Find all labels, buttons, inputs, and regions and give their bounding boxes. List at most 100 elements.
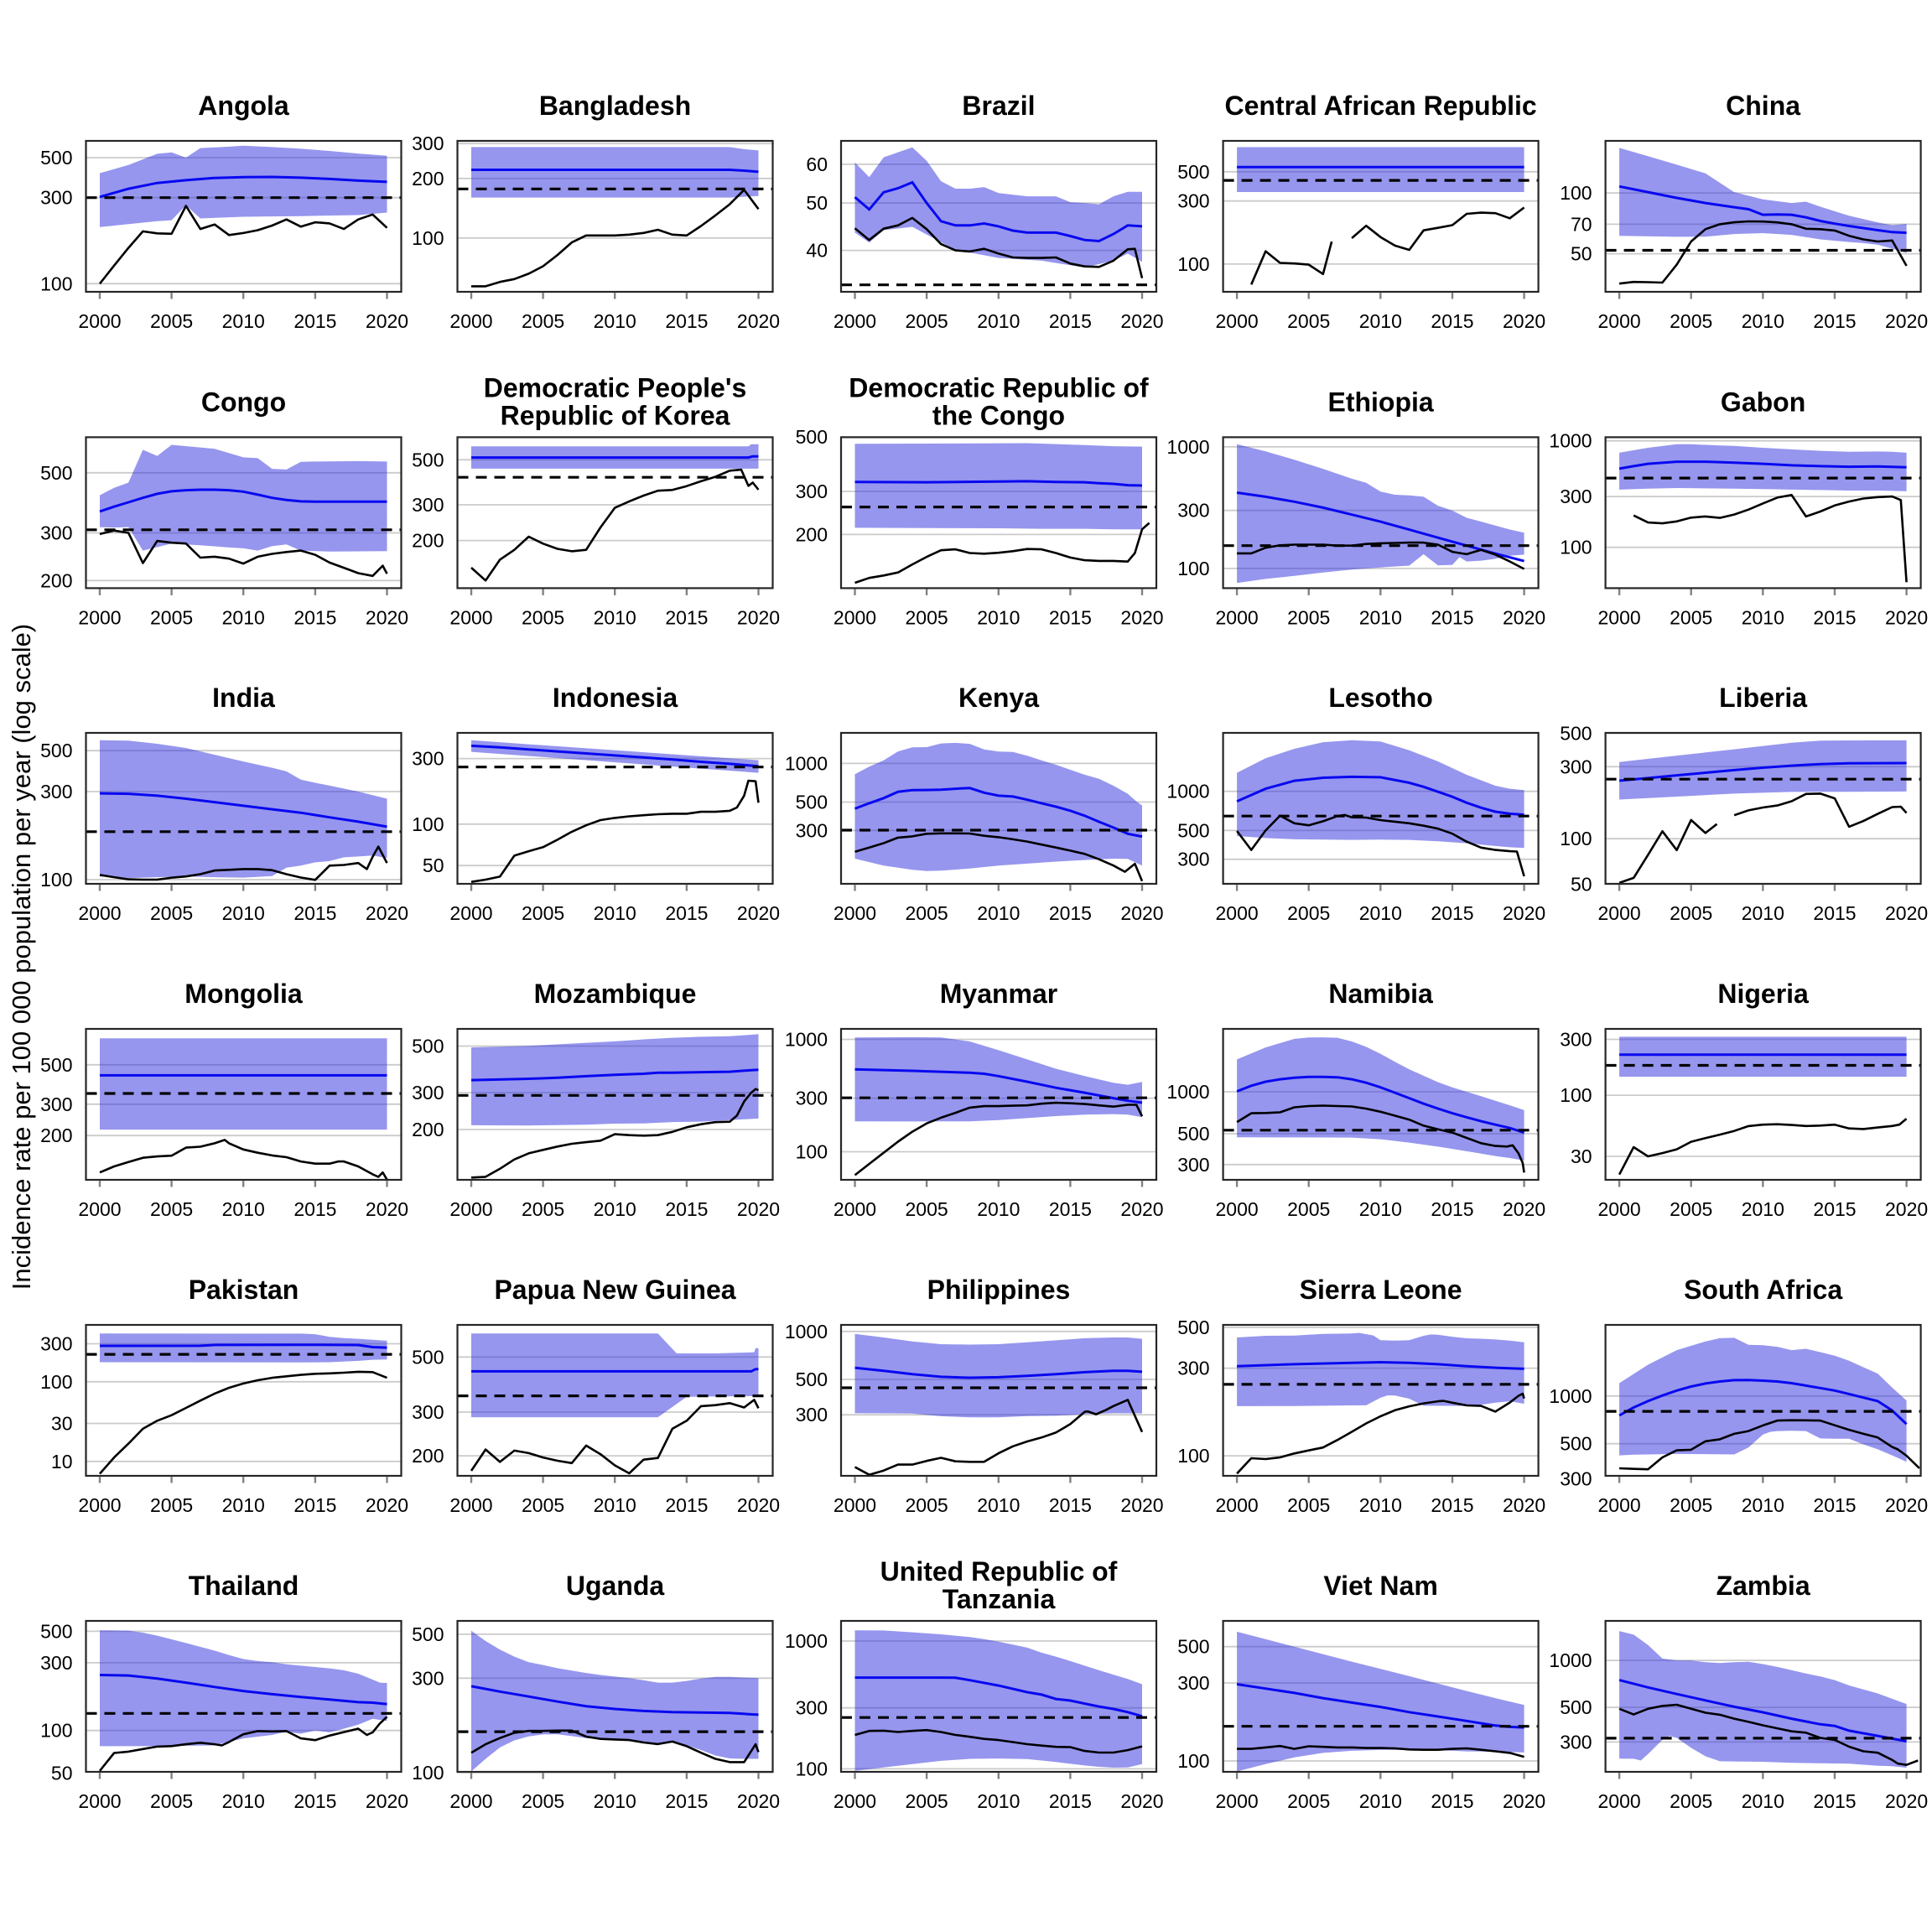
svg-text:2000: 2000 — [449, 606, 492, 628]
svg-text:300: 300 — [1560, 1731, 1592, 1753]
svg-text:2000: 2000 — [1598, 606, 1641, 628]
svg-text:1000: 1000 — [1166, 436, 1209, 458]
svg-text:500: 500 — [412, 449, 444, 470]
svg-text:Thailand: Thailand — [189, 1571, 299, 1601]
svg-text:300: 300 — [40, 1333, 72, 1355]
svg-text:2015: 2015 — [1049, 1198, 1092, 1220]
svg-text:100: 100 — [1177, 558, 1209, 579]
svg-text:2020: 2020 — [366, 1790, 408, 1812]
svg-text:2020: 2020 — [1503, 1494, 1545, 1516]
svg-text:2000: 2000 — [78, 1790, 121, 1812]
svg-text:1000: 1000 — [1166, 1081, 1209, 1103]
svg-text:2015: 2015 — [293, 1494, 336, 1516]
svg-text:2010: 2010 — [1742, 1198, 1784, 1220]
svg-text:300: 300 — [412, 1667, 444, 1689]
svg-text:Republic of Korea: Republic of Korea — [501, 400, 730, 430]
svg-text:Ethiopia: Ethiopia — [1327, 387, 1433, 417]
svg-text:2015: 2015 — [1049, 606, 1092, 628]
svg-text:2000: 2000 — [449, 310, 492, 332]
svg-text:2015: 2015 — [1813, 606, 1856, 628]
svg-text:2005: 2005 — [1670, 310, 1712, 332]
svg-text:300: 300 — [1560, 1468, 1592, 1490]
svg-text:200: 200 — [412, 530, 444, 552]
svg-text:100: 100 — [1177, 253, 1209, 275]
svg-text:1000: 1000 — [785, 752, 828, 774]
svg-text:300: 300 — [1177, 1358, 1209, 1379]
svg-text:2005: 2005 — [522, 902, 564, 924]
svg-text:2015: 2015 — [1049, 310, 1092, 332]
svg-text:30: 30 — [1571, 1145, 1592, 1167]
svg-text:2015: 2015 — [293, 1790, 336, 1812]
svg-text:300: 300 — [796, 1088, 828, 1109]
svg-text:300: 300 — [1177, 1154, 1209, 1176]
svg-text:2000: 2000 — [1598, 1494, 1641, 1516]
svg-text:60: 60 — [806, 153, 828, 175]
svg-text:2010: 2010 — [1359, 310, 1402, 332]
svg-text:2015: 2015 — [1431, 606, 1473, 628]
svg-text:Central African Republic: Central African Republic — [1224, 91, 1536, 121]
svg-text:50: 50 — [423, 854, 444, 876]
svg-text:2010: 2010 — [594, 310, 636, 332]
svg-text:2010: 2010 — [1359, 902, 1402, 924]
svg-text:India: India — [212, 683, 275, 713]
svg-text:100: 100 — [40, 1371, 72, 1393]
svg-text:2010: 2010 — [222, 606, 265, 628]
svg-text:500: 500 — [1177, 819, 1209, 841]
svg-text:2005: 2005 — [1670, 902, 1712, 924]
svg-text:100: 100 — [1560, 182, 1592, 204]
svg-text:2000: 2000 — [78, 902, 121, 924]
svg-text:2005: 2005 — [150, 1198, 193, 1220]
svg-text:2005: 2005 — [906, 310, 948, 332]
svg-text:2015: 2015 — [1431, 310, 1473, 332]
svg-text:Mozambique: Mozambique — [534, 979, 697, 1009]
svg-text:500: 500 — [40, 1620, 72, 1642]
svg-text:2010: 2010 — [594, 1494, 636, 1516]
svg-text:2010: 2010 — [1359, 1198, 1402, 1220]
svg-text:2000: 2000 — [1598, 310, 1641, 332]
svg-text:300: 300 — [1177, 190, 1209, 212]
svg-text:Uganda: Uganda — [566, 1571, 665, 1601]
svg-text:300: 300 — [796, 1404, 828, 1426]
svg-text:2005: 2005 — [150, 902, 193, 924]
svg-text:500: 500 — [412, 1036, 444, 1057]
svg-text:300: 300 — [796, 1697, 828, 1719]
svg-text:500: 500 — [1560, 1433, 1592, 1455]
svg-text:2005: 2005 — [1287, 902, 1330, 924]
svg-text:2000: 2000 — [834, 1494, 876, 1516]
svg-text:300: 300 — [1560, 1029, 1592, 1051]
svg-text:300: 300 — [1560, 486, 1592, 507]
svg-text:2005: 2005 — [522, 1198, 564, 1220]
svg-text:100: 100 — [796, 1141, 828, 1163]
svg-text:2015: 2015 — [1431, 902, 1473, 924]
svg-text:Tanzania: Tanzania — [943, 1584, 1056, 1614]
svg-text:2005: 2005 — [1287, 606, 1330, 628]
svg-text:2000: 2000 — [1216, 902, 1259, 924]
svg-text:2020: 2020 — [366, 606, 408, 628]
svg-text:2020: 2020 — [1885, 1494, 1928, 1516]
svg-text:2020: 2020 — [737, 310, 780, 332]
svg-text:500: 500 — [412, 1623, 444, 1645]
svg-text:Zambia: Zambia — [1716, 1571, 1810, 1601]
svg-text:2020: 2020 — [366, 1198, 408, 1220]
svg-text:300: 300 — [412, 748, 444, 770]
svg-text:2000: 2000 — [1598, 1198, 1641, 1220]
svg-text:2000: 2000 — [1216, 1790, 1259, 1812]
svg-text:70: 70 — [1571, 213, 1592, 235]
svg-text:300: 300 — [412, 1082, 444, 1104]
svg-text:2020: 2020 — [1120, 606, 1163, 628]
svg-text:300: 300 — [1177, 849, 1209, 870]
svg-text:2010: 2010 — [594, 1198, 636, 1220]
svg-text:2005: 2005 — [1670, 606, 1712, 628]
svg-text:2005: 2005 — [522, 310, 564, 332]
svg-text:2000: 2000 — [78, 1198, 121, 1220]
svg-text:2015: 2015 — [665, 1198, 708, 1220]
svg-text:50: 50 — [1571, 873, 1592, 895]
svg-text:2020: 2020 — [737, 1790, 780, 1812]
svg-text:Congo: Congo — [201, 387, 286, 417]
svg-text:2005: 2005 — [522, 606, 564, 628]
svg-text:2010: 2010 — [594, 606, 636, 628]
svg-text:10: 10 — [51, 1451, 73, 1472]
svg-text:500: 500 — [1177, 161, 1209, 183]
svg-text:Lesotho: Lesotho — [1328, 683, 1432, 713]
svg-text:200: 200 — [796, 523, 828, 545]
